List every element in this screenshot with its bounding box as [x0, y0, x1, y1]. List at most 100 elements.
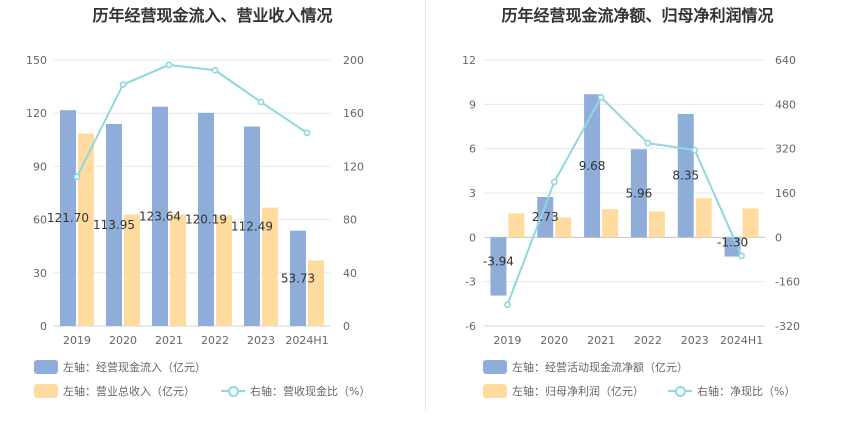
bar-series-1 — [152, 106, 168, 327]
bar-series-1 — [290, 230, 306, 326]
x-axis-tick-label: 2019 — [63, 334, 91, 347]
legend-item-net-cash[interactable]: 左轴：经营活动现金流净额（亿元） — [483, 359, 688, 375]
left-axis-tick-label: -3 — [465, 276, 476, 289]
legend-item-net-profit[interactable]: 左轴：归母净利润（亿元） — [483, 383, 644, 399]
x-axis-tick-label: 2021 — [155, 334, 183, 347]
bar-data-label: 9.68 — [579, 159, 606, 173]
x-axis-tick-label: 2024H1 — [720, 334, 763, 347]
line-point — [504, 301, 511, 309]
legend-item-inflow[interactable]: 左轴：经营现金流入（亿元） — [34, 359, 206, 375]
bar-data-label: 123.64 — [139, 209, 181, 223]
right-axis-tick-label: 40 — [343, 267, 357, 280]
x-axis-tick-label: 2024H1 — [285, 334, 328, 347]
bar-series-1 — [60, 110, 76, 326]
bar-data-label: 113.95 — [93, 218, 135, 232]
legend-item-cash-ratio[interactable]: 右轴：净现比（%） — [668, 383, 795, 399]
bar-series-2 — [262, 207, 278, 326]
line-point — [73, 173, 81, 181]
bar-series-2 — [648, 211, 665, 238]
right-axis-tick-label: 160 — [343, 107, 364, 120]
legend-label: 左轴：归母净利润（亿元） — [512, 385, 644, 398]
line-point — [211, 66, 219, 74]
bar-data-label: 121.70 — [47, 211, 89, 225]
line-point — [257, 98, 265, 106]
line-point — [644, 139, 652, 147]
bar-data-label: 120.19 — [185, 212, 227, 226]
left-axis-tick-label: 9 — [469, 98, 476, 111]
bar-data-label: 53.73 — [281, 271, 315, 285]
legend-swatch-orange — [483, 384, 507, 398]
right-axis-tick-label: 640 — [775, 54, 796, 67]
left-axis-tick-label: 120 — [26, 107, 47, 120]
line-point — [550, 178, 558, 186]
bar-series-2 — [170, 214, 186, 326]
x-axis-tick-label: 2023 — [681, 334, 709, 347]
legend-swatch-blue — [483, 360, 507, 374]
bar-series-2 — [695, 198, 712, 238]
right-axis-tick-label: 320 — [775, 143, 796, 156]
x-axis-tick-label: 2020 — [109, 334, 137, 347]
legend-label: 左轴：经营活动现金流净额（亿元） — [512, 361, 688, 374]
bar-series-2 — [124, 214, 140, 326]
legend-line-key — [668, 384, 692, 398]
right-axis-tick-label: 160 — [775, 187, 796, 200]
bar-data-label: -3.94 — [483, 254, 514, 268]
bar-data-label: 2.73 — [532, 210, 559, 224]
bar-series-2 — [78, 133, 94, 326]
x-axis-tick-label: 2023 — [247, 334, 275, 347]
bar-series-2 — [508, 213, 525, 238]
left-axis-tick-label: 30 — [33, 267, 47, 280]
bar-series-1 — [198, 112, 214, 326]
right-axis-tick-label: 480 — [775, 98, 796, 111]
right-axis-tick-label: -160 — [775, 276, 800, 289]
chart-svg-cash-inflow: 150 200 120 160 90 120 60 80 30 40 0 0 2019 2020 2021 2… — [26, 54, 364, 347]
chart-panel-net-cash: 历年经营现金流净额、归母净利润情况 12 640 9 480 6 320 3 160 0 0 -3-… — [425, 0, 850, 437]
right-axis-tick-label: 0 — [775, 231, 782, 244]
line-point — [738, 252, 745, 260]
line-point — [119, 81, 127, 89]
chart-svg-net-cash: 12 640 9 480 6 320 3 160 0 0 -3 -160 -6 -320 2019 2020 2… — [462, 54, 800, 347]
bar-series-2 — [602, 209, 619, 238]
line-point — [165, 61, 173, 69]
legend-item-revenue[interactable]: 左轴：营业总收入（亿元） — [34, 383, 195, 399]
line-point — [597, 94, 605, 101]
chart-title: 历年经营现金流入、营业收入情况 — [92, 6, 333, 25]
legend-swatch-blue — [34, 360, 58, 374]
bar-series-1 — [490, 237, 507, 296]
bar-series-1 — [630, 149, 647, 238]
bar-data-label: 8.35 — [672, 169, 699, 183]
legend-label: 左轴：经营现金流入（亿元） — [63, 361, 206, 374]
bar-series-2 — [555, 217, 572, 238]
line-series — [76, 63, 308, 178]
left-axis-tick-label: -6 — [465, 320, 476, 333]
bar-data-label: -1.30 — [717, 235, 748, 249]
bar-series-1 — [244, 126, 260, 326]
chart-title: 历年经营现金流净额、归母净利润情况 — [501, 6, 774, 25]
bar-data-label: 5.96 — [626, 186, 653, 200]
right-axis-tick-label: 0 — [343, 320, 350, 333]
left-axis-tick-label: 150 — [26, 54, 47, 67]
panel-divider — [425, 0, 426, 410]
bar-series-2 — [742, 208, 759, 238]
left-axis-tick-label: 12 — [462, 54, 476, 67]
x-axis-tick-label: 2020 — [540, 334, 568, 347]
right-axis-tick-label: 120 — [343, 160, 364, 173]
left-axis-tick-label: 90 — [33, 160, 47, 173]
legend-line-key — [221, 384, 245, 398]
x-axis-tick-label: 2022 — [201, 334, 229, 347]
bar-series-1 — [584, 94, 601, 238]
x-axis-tick-label: 2019 — [493, 334, 521, 347]
legend-swatch-orange — [34, 384, 58, 398]
legend-label: 右轴：净现比（%） — [697, 385, 796, 398]
right-axis-tick-label: 200 — [343, 54, 364, 67]
line-series — [506, 95, 743, 306]
right-axis-tick-label: 80 — [343, 214, 357, 227]
left-axis-tick-label: 0 — [40, 320, 47, 333]
bar-series-2 — [308, 260, 324, 326]
left-axis-tick-label: 0 — [469, 231, 476, 244]
x-axis-tick-label: 2022 — [634, 334, 662, 347]
left-axis-tick-label: 60 — [33, 214, 47, 227]
legend-label: 右轴：营收现金比（%） — [250, 385, 371, 398]
legend-item-ratio[interactable]: 右轴：营收现金比（%） — [221, 383, 370, 399]
line-point — [303, 129, 311, 137]
